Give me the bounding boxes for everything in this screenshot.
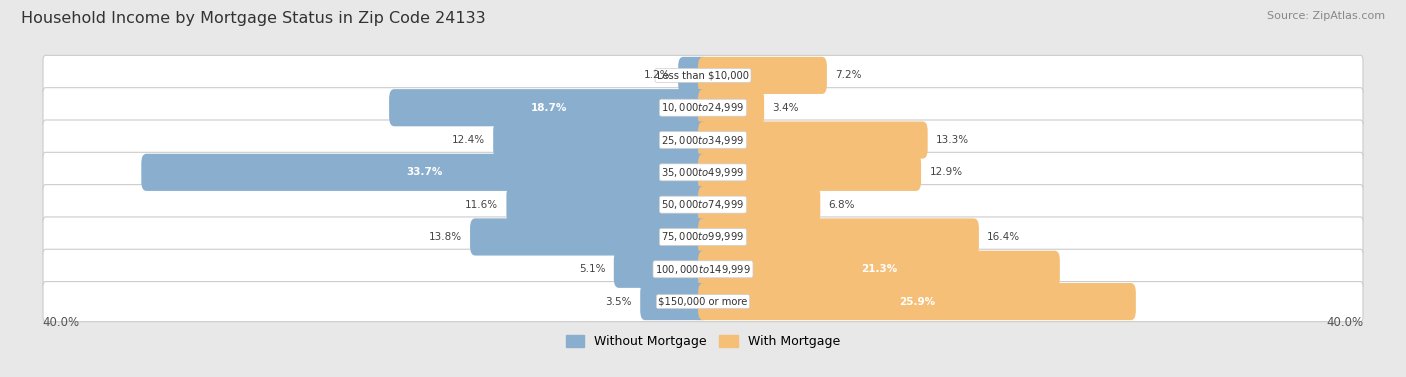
FancyBboxPatch shape [640,283,709,320]
FancyBboxPatch shape [141,154,709,191]
FancyBboxPatch shape [470,218,709,256]
Legend: Without Mortgage, With Mortgage: Without Mortgage, With Mortgage [561,330,845,353]
FancyBboxPatch shape [697,218,979,256]
Text: 25.9%: 25.9% [898,297,935,307]
FancyBboxPatch shape [697,121,928,159]
Text: 6.8%: 6.8% [828,200,855,210]
Text: 11.6%: 11.6% [465,200,498,210]
Text: $50,000 to $74,999: $50,000 to $74,999 [661,198,745,211]
FancyBboxPatch shape [697,89,763,126]
Text: 40.0%: 40.0% [42,316,79,329]
Text: 12.4%: 12.4% [451,135,485,145]
Text: $35,000 to $49,999: $35,000 to $49,999 [661,166,745,179]
FancyBboxPatch shape [697,186,820,223]
FancyBboxPatch shape [389,89,709,126]
FancyBboxPatch shape [44,152,1362,192]
Text: 40.0%: 40.0% [1327,316,1364,329]
Text: 21.3%: 21.3% [860,264,897,274]
FancyBboxPatch shape [678,57,709,94]
Text: 3.5%: 3.5% [606,297,631,307]
Text: 1.2%: 1.2% [644,70,669,80]
FancyBboxPatch shape [697,154,921,191]
FancyBboxPatch shape [506,186,709,223]
Text: Less than $10,000: Less than $10,000 [657,70,749,80]
Text: 13.3%: 13.3% [936,135,969,145]
Text: $100,000 to $149,999: $100,000 to $149,999 [655,263,751,276]
FancyBboxPatch shape [44,282,1362,322]
Text: 3.4%: 3.4% [772,103,799,113]
Text: 7.2%: 7.2% [835,70,862,80]
Text: $25,000 to $34,999: $25,000 to $34,999 [661,133,745,147]
FancyBboxPatch shape [44,88,1362,128]
FancyBboxPatch shape [697,57,827,94]
Text: $150,000 or more: $150,000 or more [658,297,748,307]
FancyBboxPatch shape [44,55,1362,95]
FancyBboxPatch shape [697,251,1060,288]
Text: 5.1%: 5.1% [579,264,606,274]
Text: Source: ZipAtlas.com: Source: ZipAtlas.com [1267,11,1385,21]
Text: 12.9%: 12.9% [929,167,963,177]
FancyBboxPatch shape [44,120,1362,160]
FancyBboxPatch shape [614,251,709,288]
Text: $75,000 to $99,999: $75,000 to $99,999 [661,230,745,244]
FancyBboxPatch shape [44,185,1362,225]
Text: 18.7%: 18.7% [530,103,567,113]
FancyBboxPatch shape [44,217,1362,257]
Text: $10,000 to $24,999: $10,000 to $24,999 [661,101,745,114]
Text: 33.7%: 33.7% [406,167,443,177]
FancyBboxPatch shape [494,121,709,159]
Text: 13.8%: 13.8% [429,232,461,242]
Text: 16.4%: 16.4% [987,232,1021,242]
FancyBboxPatch shape [44,249,1362,289]
FancyBboxPatch shape [697,283,1136,320]
Text: Household Income by Mortgage Status in Zip Code 24133: Household Income by Mortgage Status in Z… [21,11,485,26]
